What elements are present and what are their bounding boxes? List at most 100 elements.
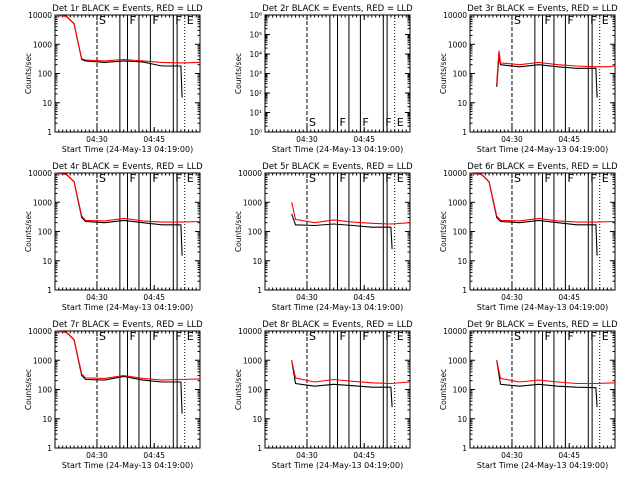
x-axis-label: Start Time (24-May-13 04:19:00) [477, 461, 608, 470]
marker-label: F [590, 172, 596, 185]
marker-label: S [309, 116, 316, 129]
y-tick-label: 10 [42, 415, 52, 424]
y-tick-label: 100 [453, 228, 468, 237]
marker-label: F [130, 330, 136, 343]
marker-label: F [175, 172, 181, 185]
y-tick-label: 100 [453, 386, 468, 395]
series-line-lld [469, 172, 616, 223]
y-axis-label: Counts/sec [234, 211, 243, 252]
y-tick-label: 10000 [238, 169, 262, 178]
y-tick-label: 10⁵ [249, 31, 262, 40]
y-tick-label: 1 [47, 444, 52, 453]
marker-label: F [545, 172, 551, 185]
marker-label: F [130, 172, 136, 185]
x-tick-label: 04:45 [558, 293, 580, 302]
x-tick-label: 04:30 [296, 135, 318, 144]
y-tick-label: 10000 [28, 11, 52, 20]
y-tick-label: 100 [38, 228, 53, 237]
y-tick-label: 10000 [443, 169, 467, 178]
marker-label: E [602, 330, 609, 343]
y-tick-label: 1 [257, 286, 262, 295]
panel-det-2: Det 2r BLACK = Events, RED = LLD 10⁰ 10¹ 10… [234, 4, 413, 154]
y-tick-label: 100 [38, 70, 53, 79]
marker-label: E [397, 330, 404, 343]
y-tick-label: 10 [457, 99, 467, 108]
marker-label: E [397, 172, 404, 185]
panel-det-6: Det 6r BLACK = Events, RED = LLD 1 10 100 10… [439, 162, 618, 312]
x-axis-label: Start Time (24-May-13 04:19:00) [62, 461, 193, 470]
panel-det-3: Det 3r BLACK = Events, RED = LLD 1 10 100 10… [439, 4, 618, 154]
marker-label: F [152, 172, 158, 185]
series-line-lld [291, 202, 411, 225]
marker-label: E [187, 172, 194, 185]
series-line-lld [291, 360, 411, 385]
x-tick-label: 04:30 [296, 293, 318, 302]
y-tick-label: 10¹ [249, 109, 262, 118]
x-tick-label: 04:45 [143, 451, 165, 460]
marker-label: E [602, 14, 609, 27]
marker-label: S [99, 330, 106, 343]
marker-label: F [545, 14, 551, 27]
y-tick-label: 10000 [238, 327, 262, 336]
marker-label: F [152, 14, 158, 27]
panel-title: Det 2r BLACK = Events, RED = LLD [262, 4, 413, 14]
series-line-lld [496, 50, 616, 84]
y-tick-label: 10000 [28, 169, 52, 178]
marker-label: F [340, 330, 346, 343]
x-tick-label: 04:30 [296, 451, 318, 460]
marker-label: F [175, 330, 181, 343]
panel-title: Det 3r BLACK = Events, RED = LLD [467, 4, 618, 14]
panel-det-1: Det 1r BLACK = Events, RED = LLD 1 10 100 10… [24, 4, 203, 154]
y-tick-label: 10000 [28, 327, 52, 336]
panel-det-7: Det 7r BLACK = Events, RED = LLD 1 10 100 10… [24, 320, 203, 470]
y-tick-label: 100 [453, 70, 468, 79]
y-tick-label: 1000 [33, 198, 52, 207]
x-tick-label: 04:45 [353, 451, 375, 460]
x-tick-label: 04:45 [353, 293, 375, 302]
y-tick-label: 1 [462, 128, 467, 137]
marker-label: F [590, 330, 596, 343]
x-tick-label: 04:30 [86, 451, 108, 460]
x-axis-label: Start Time (24-May-13 04:19:00) [272, 303, 403, 312]
marker-label: F [385, 172, 391, 185]
marker-label: S [99, 14, 106, 27]
marker-label: E [602, 172, 609, 185]
marker-label: F [340, 116, 346, 129]
y-tick-label: 100 [248, 386, 263, 395]
y-tick-label: 10⁰ [249, 128, 262, 137]
y-tick-label: 10⁶ [249, 11, 262, 20]
marker-label: F [362, 116, 368, 129]
y-axis-label: Counts/sec [439, 211, 448, 252]
y-tick-label: 10000 [443, 327, 467, 336]
x-tick-label: 04:45 [353, 135, 375, 144]
y-tick-label: 10³ [249, 70, 262, 79]
marker-label: F [567, 330, 573, 343]
y-tick-label: 1000 [33, 356, 52, 365]
y-tick-label: 1000 [243, 356, 262, 365]
y-tick-label: 10 [252, 257, 262, 266]
y-tick-label: 10000 [443, 11, 467, 20]
x-axis-label: Start Time (24-May-13 04:19:00) [272, 461, 403, 470]
y-tick-label: 10 [457, 415, 467, 424]
series-line-events [469, 172, 598, 256]
series-line-events [54, 330, 183, 414]
panel-title: Det 9r BLACK = Events, RED = LLD [467, 320, 618, 330]
marker-label: F [385, 116, 391, 129]
marker-label: S [514, 14, 521, 27]
series-line-events [291, 213, 393, 250]
series-line-lld [54, 330, 201, 381]
y-axis-label: Counts/sec [234, 369, 243, 410]
x-tick-label: 04:30 [501, 135, 523, 144]
panel-det-8: Det 8r BLACK = Events, RED = LLD 1 10 100 10… [234, 320, 413, 470]
y-tick-label: 1 [257, 444, 262, 453]
panel-title: Det 4r BLACK = Events, RED = LLD [52, 162, 203, 172]
y-tick-label: 10² [249, 89, 262, 98]
marker-label: S [309, 172, 316, 185]
y-axis-label: Counts/sec [234, 53, 243, 94]
marker-label: F [362, 330, 368, 343]
marker-label: S [309, 330, 316, 343]
x-tick-label: 04:45 [558, 451, 580, 460]
panel-title: Det 6r BLACK = Events, RED = LLD [467, 162, 618, 172]
marker-label: F [567, 14, 573, 27]
